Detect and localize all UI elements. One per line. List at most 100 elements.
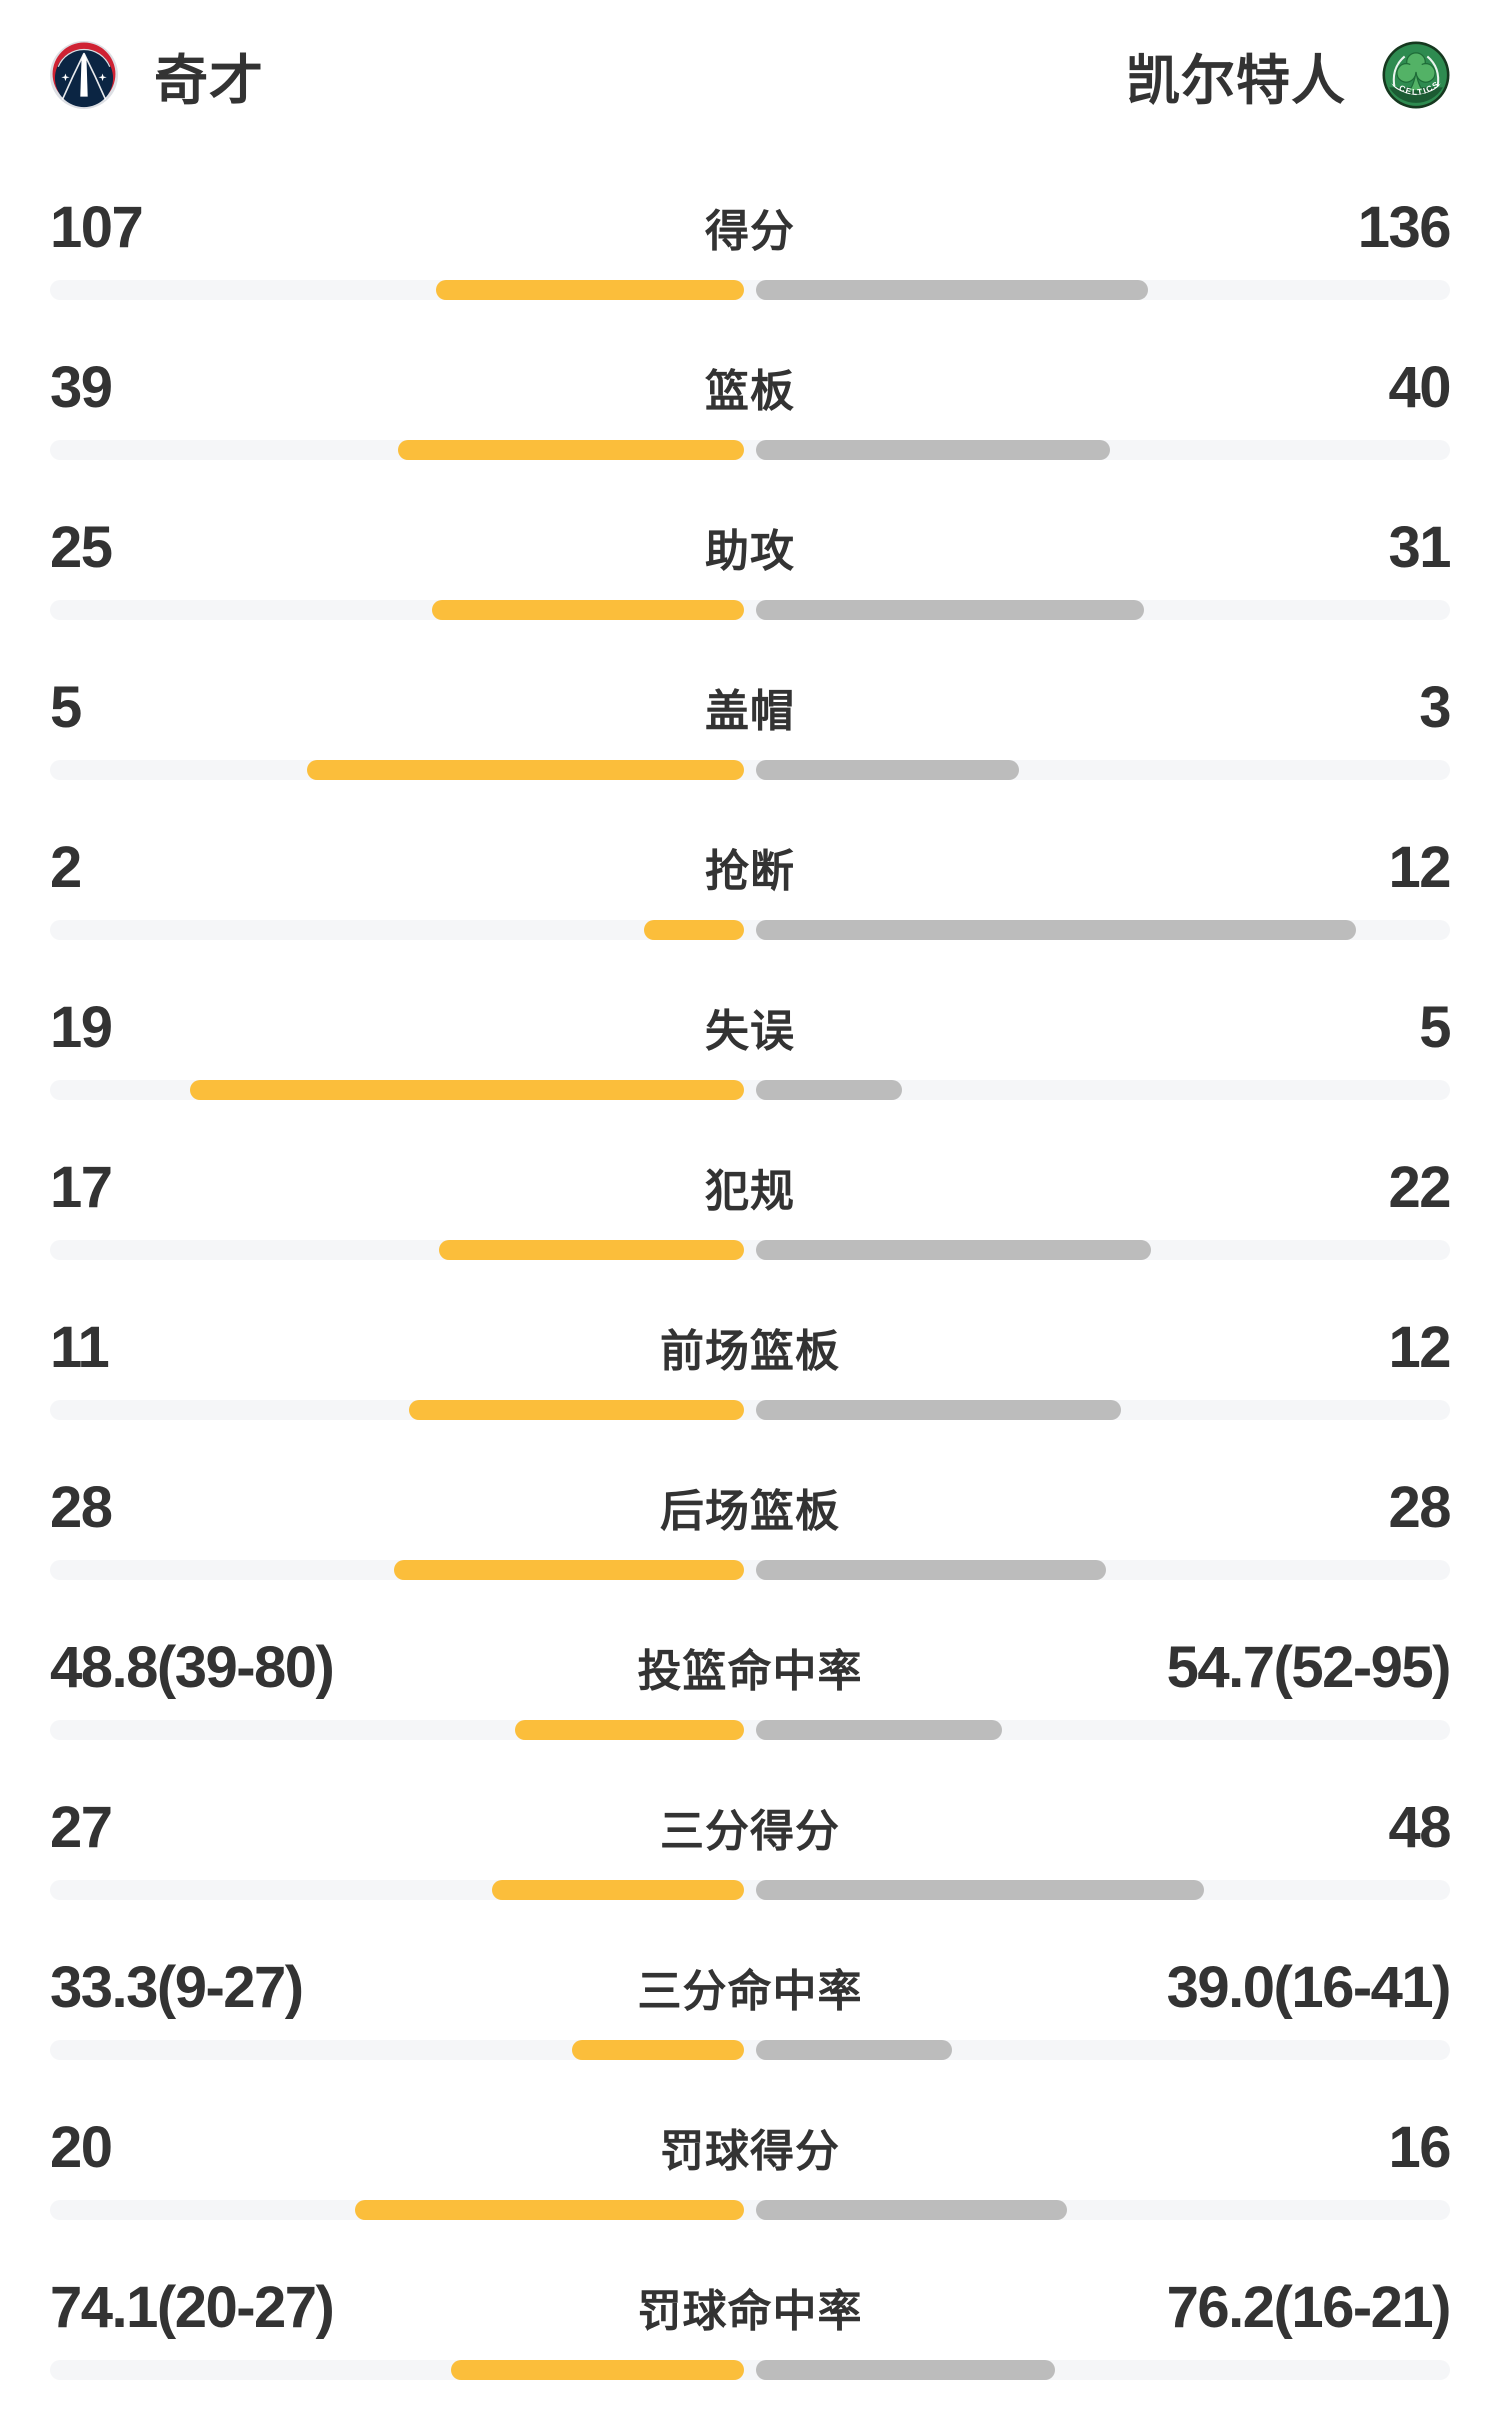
- stat-values-line: 2 抢断 12: [50, 810, 1451, 912]
- home-value: 25: [50, 514, 113, 580]
- away-bar: [756, 760, 1019, 780]
- away-value: 12: [1388, 834, 1451, 900]
- away-value: 12: [1388, 1314, 1451, 1380]
- home-value: 33.3(9-27): [50, 1954, 304, 2020]
- stat-row: 2 抢断 12: [50, 810, 1451, 970]
- home-team-name: 奇才: [154, 50, 264, 111]
- away-value: 54.7(52-95): [1166, 1634, 1452, 1700]
- bar-track: [50, 600, 1450, 620]
- home-value: 107: [50, 194, 144, 260]
- home-bar: [354, 2200, 744, 2220]
- stat-row: 25 助攻 31: [50, 490, 1451, 650]
- bar-track: [50, 2360, 1450, 2380]
- stat-values-line: 74.1(20-27) 罚球命中率 76.2(16-21): [50, 2250, 1452, 2352]
- stat-values-line: 20 罚球得分 16: [50, 2090, 1451, 2192]
- home-value: 48.8(39-80): [50, 1634, 335, 1700]
- stat-label: 失误: [705, 1007, 795, 1056]
- home-team: 奇才: [50, 36, 264, 115]
- bar-track: [50, 1240, 1450, 1260]
- home-bar: [431, 600, 744, 620]
- away-bar: [756, 1720, 1002, 1740]
- home-value: 11: [50, 1314, 110, 1380]
- away-bar: [756, 1560, 1106, 1580]
- stat-row: 17 犯规 22: [50, 1130, 1451, 1290]
- stat-row: 20 罚球得分 16: [50, 2090, 1451, 2250]
- stat-row: 33.3(9-27) 三分命中率 39.0(16-41): [50, 1930, 1452, 2090]
- stat-values-line: 19 失误 5: [50, 970, 1451, 1072]
- scoreboard-header: 奇才 凯尔特人 CELTICS: [50, 38, 1450, 112]
- home-bar: [492, 1880, 744, 1900]
- stat-values-line: 25 助攻 31: [50, 490, 1451, 592]
- home-value: 39: [50, 354, 113, 420]
- stat-label: 前场篮板: [660, 1327, 840, 1376]
- wizards-logo-icon: [50, 41, 118, 109]
- stat-row: 48.8(39-80) 投篮命中率 54.7(52-95): [50, 1610, 1452, 1770]
- stat-values-line: 33.3(9-27) 三分命中率 39.0(16-41): [50, 1930, 1452, 2032]
- home-value: 2: [50, 834, 82, 900]
- home-bar: [515, 1720, 744, 1740]
- bar-track: [50, 1080, 1450, 1100]
- home-value: 17: [50, 1154, 113, 1220]
- home-value: 27: [50, 1794, 113, 1860]
- home-bar: [409, 1400, 744, 1420]
- away-bar: [756, 600, 1144, 620]
- home-bar: [643, 920, 744, 940]
- stat-values-line: 39 篮板 40: [50, 330, 1451, 432]
- stat-label: 罚球得分: [660, 2127, 840, 2176]
- stat-label: 后场篮板: [660, 1487, 840, 1536]
- stat-label: 投篮命中率: [637, 1647, 863, 1696]
- celtics-logo-icon: CELTICS: [1382, 41, 1450, 109]
- home-value: 19: [50, 994, 113, 1060]
- away-value: 39.0(16-41): [1166, 1954, 1452, 2020]
- home-bar: [189, 1080, 744, 1100]
- stat-label: 得分: [705, 207, 795, 256]
- away-bar: [756, 1400, 1122, 1420]
- stat-row: 11 前场篮板 12: [50, 1290, 1451, 1450]
- home-bar: [450, 2360, 744, 2380]
- away-team: 凯尔特人 CELTICS: [1126, 36, 1450, 115]
- bar-track: [50, 1880, 1450, 1900]
- away-bar: [756, 280, 1148, 300]
- home-value: 74.1(20-27): [50, 2274, 335, 2340]
- away-value: 76.2(16-21): [1166, 2274, 1452, 2340]
- away-bar: [756, 440, 1111, 460]
- away-bar: [756, 2360, 1055, 2380]
- home-bar: [571, 2040, 744, 2060]
- stat-label: 助攻: [705, 527, 795, 576]
- away-value: 40: [1388, 354, 1451, 420]
- stat-row: 74.1(20-27) 罚球命中率 76.2(16-21): [50, 2250, 1452, 2410]
- home-bar: [306, 760, 744, 780]
- home-bar: [436, 280, 744, 300]
- away-value: 31: [1388, 514, 1451, 580]
- stats-list: 107 得分 136 39 篮板 40 25 助攻 31 5 盖帽 3 2 抢断 12 19 失误 5 17 犯规 22…: [50, 170, 1452, 2410]
- away-bar: [756, 2040, 952, 2060]
- stat-row: 5 盖帽 3: [50, 650, 1451, 810]
- away-bar: [756, 920, 1356, 940]
- away-value: 5: [1419, 994, 1451, 1060]
- home-bar: [394, 1560, 744, 1580]
- away-value: 16: [1388, 2114, 1451, 2180]
- away-bar: [756, 1240, 1151, 1260]
- stat-values-line: 11 前场篮板 12: [50, 1290, 1451, 1392]
- home-value: 20: [50, 2114, 113, 2180]
- stat-label: 抢断: [705, 847, 795, 896]
- bar-track: [50, 760, 1450, 780]
- stat-row: 28 后场篮板 28: [50, 1450, 1451, 1610]
- away-bar: [756, 1880, 1204, 1900]
- bar-track: [50, 2040, 1450, 2060]
- stat-values-line: 107 得分 136: [50, 170, 1452, 272]
- stat-label: 罚球命中率: [637, 2287, 863, 2336]
- away-bar: [756, 2200, 1067, 2220]
- stat-label: 三分得分: [660, 1807, 840, 1856]
- stat-label: 三分命中率: [637, 1967, 863, 2016]
- bar-track: [50, 1560, 1450, 1580]
- home-value: 28: [50, 1474, 113, 1540]
- stat-label: 犯规: [705, 1167, 795, 1216]
- stat-row: 107 得分 136: [50, 170, 1452, 330]
- stat-values-line: 27 三分得分 48: [50, 1770, 1451, 1872]
- away-value: 48: [1388, 1794, 1451, 1860]
- stat-values-line: 5 盖帽 3: [50, 650, 1451, 752]
- bar-track: [50, 1400, 1450, 1420]
- away-value: 22: [1388, 1154, 1451, 1220]
- away-team-name: 凯尔特人: [1126, 50, 1346, 111]
